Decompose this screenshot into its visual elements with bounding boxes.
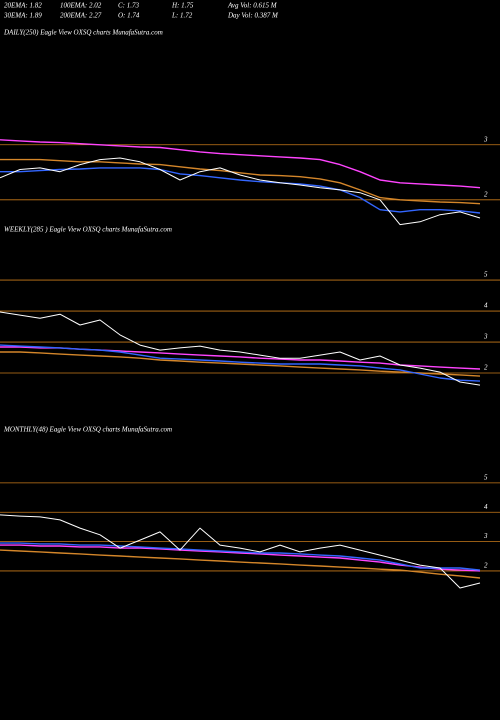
y-tick-label: 3 [483, 135, 488, 143]
y-tick-label: 2 [484, 562, 488, 570]
y-tick-label: 4 [484, 302, 488, 310]
price-line [0, 544, 481, 572]
stat-label: 30EMA: 1.89 [3, 12, 42, 20]
stat-label: Avg Vol: 0.615 M [227, 2, 278, 10]
price-line [0, 549, 481, 579]
price-line [0, 157, 481, 226]
price-line [0, 139, 481, 189]
y-tick-label: 2 [484, 364, 488, 372]
stat-label: L: 1.72 [171, 12, 193, 20]
stat-label: 100EMA: 2.02 [60, 2, 102, 10]
stat-label: 200EMA: 2.27 [60, 12, 102, 20]
price-line [0, 311, 481, 386]
stat-label: Day Vol: 0.387 M [227, 12, 279, 20]
y-tick-label: 5 [484, 474, 488, 482]
y-tick-label: 5 [484, 271, 488, 279]
panel-title: DAILY(250) Eagle View OXSQ charts Munafa… [3, 29, 163, 37]
y-tick-label: 4 [484, 503, 488, 511]
stat-label: O: 1.74 [118, 12, 140, 20]
y-tick-label: 3 [483, 532, 488, 540]
stat-label: C: 1.73 [118, 2, 140, 10]
price-line [0, 351, 481, 377]
price-line [0, 542, 481, 571]
price-line [0, 344, 481, 382]
panel-title: WEEKLY(285 ) Eagle View OXSQ charts Muna… [4, 226, 172, 234]
price-line [0, 167, 481, 214]
y-tick-label: 3 [483, 333, 488, 341]
price-line [0, 514, 481, 589]
stat-label: 20EMA: 1.82 [4, 2, 42, 10]
panel-title: MONTHLY(48) Eagle View OXSQ charts Munaf… [3, 426, 172, 434]
stat-label: H: 1.75 [171, 2, 194, 10]
price-line [0, 346, 481, 370]
price-line [0, 158, 481, 205]
y-tick-label: 2 [484, 190, 488, 198]
